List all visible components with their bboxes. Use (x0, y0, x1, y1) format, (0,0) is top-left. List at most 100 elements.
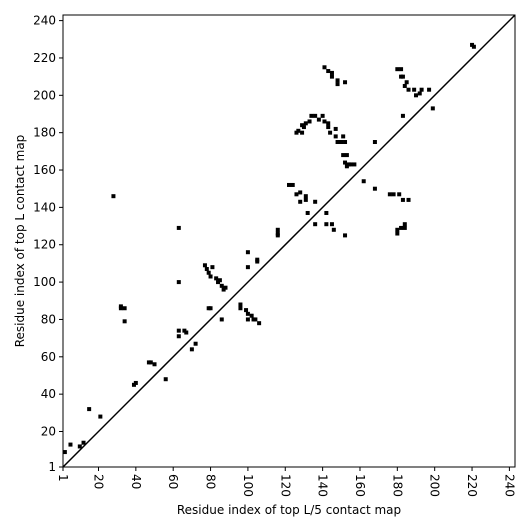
y-tick-label: 60 (41, 350, 56, 364)
x-tick-label: 140 (316, 474, 330, 497)
contact-point (238, 302, 243, 307)
y-tick-label: 80 (41, 312, 56, 326)
y-tick-label: 1 (48, 460, 56, 474)
contact-point (223, 285, 228, 290)
contact-point (208, 306, 213, 311)
contact-point (427, 87, 432, 92)
contact-point (404, 80, 409, 85)
contact-point (148, 360, 153, 365)
contact-point (77, 444, 82, 449)
contact-point (313, 113, 318, 118)
contact-point (343, 140, 348, 145)
contact-point (118, 306, 123, 311)
contact-point (176, 328, 181, 333)
contact-point (303, 194, 308, 199)
contact-point (335, 78, 340, 83)
contact-point (343, 233, 348, 238)
contact-point (352, 162, 357, 167)
contact-point (245, 250, 250, 255)
contact-point (245, 265, 250, 270)
contact-point (176, 225, 181, 230)
x-tick-label: 240 (502, 474, 516, 497)
contact-point (253, 317, 258, 322)
contact-point (122, 319, 127, 324)
contact-point (343, 160, 348, 165)
x-axis-label: Residue index of top L/5 contact map (177, 503, 401, 517)
contact-point (329, 70, 334, 75)
y-tick-label: 20 (41, 425, 56, 439)
contact-point (301, 125, 306, 130)
contact-point (329, 222, 334, 227)
contact-point (122, 306, 127, 311)
x-tick-label: 200 (428, 474, 442, 497)
contact-point (372, 186, 377, 191)
y-tick-label: 40 (41, 387, 56, 401)
contact-point (412, 87, 417, 92)
contact-point (275, 227, 280, 232)
y-tick-label: 140 (33, 200, 56, 214)
contact-point (344, 164, 349, 169)
contact-point (387, 192, 392, 197)
x-tick-label: 1 (56, 474, 70, 482)
x-tick-label: 180 (390, 474, 404, 497)
contact-point (309, 113, 314, 118)
y-tick-label: 160 (33, 163, 56, 177)
x-tick-label: 80 (204, 474, 218, 489)
contact-point (326, 121, 331, 126)
contact-point (98, 414, 103, 419)
y-tick-label: 200 (33, 88, 56, 102)
contact-point (329, 74, 334, 79)
contact-point (397, 192, 402, 197)
contact-point (399, 225, 404, 230)
contact-point (87, 407, 92, 412)
contact-point (399, 67, 404, 72)
contact-point (193, 341, 198, 346)
contact-point (335, 140, 340, 145)
plot-frame (62, 14, 516, 468)
x-tick-label: 20 (91, 474, 105, 489)
contact-point (238, 306, 243, 311)
contact-point (255, 257, 260, 262)
contact-point (244, 308, 249, 313)
contact-point (320, 113, 325, 118)
contact-point (202, 263, 207, 268)
contact-point (326, 125, 331, 130)
contact-point (402, 222, 407, 227)
contact-point (204, 267, 209, 272)
contact-point (430, 106, 435, 111)
contact-point (184, 330, 189, 335)
contact-point (333, 126, 338, 131)
contact-point (245, 311, 250, 316)
contact-point (326, 69, 331, 74)
contact-point (62, 450, 67, 455)
contact-point (313, 222, 318, 227)
contact-point (294, 192, 299, 197)
contact-point (152, 362, 157, 367)
x-tick-label: 220 (465, 474, 479, 497)
contact-point (391, 192, 396, 197)
contact-point (249, 313, 254, 318)
contact-point (217, 278, 222, 283)
contact-point (372, 140, 377, 145)
contact-point (341, 153, 346, 158)
x-tick-label: 160 (353, 474, 367, 497)
x-tick-label: 60 (166, 474, 180, 489)
contact-point (303, 121, 308, 126)
contact-point (400, 74, 405, 79)
contact-point (335, 82, 340, 87)
x-tick-label: 100 (241, 474, 255, 497)
contact-point (257, 321, 262, 326)
x-tick-label: 40 (129, 474, 143, 489)
contact-point (316, 117, 321, 122)
contact-point (322, 65, 327, 70)
contact-point (206, 270, 211, 275)
contact-point (395, 231, 400, 236)
contact-point (219, 317, 224, 322)
contact-point (419, 87, 424, 92)
contact-point (298, 190, 303, 195)
contact-point (344, 153, 349, 158)
contact-point (406, 87, 411, 92)
contact-point (414, 93, 419, 98)
contact-point (133, 380, 138, 385)
